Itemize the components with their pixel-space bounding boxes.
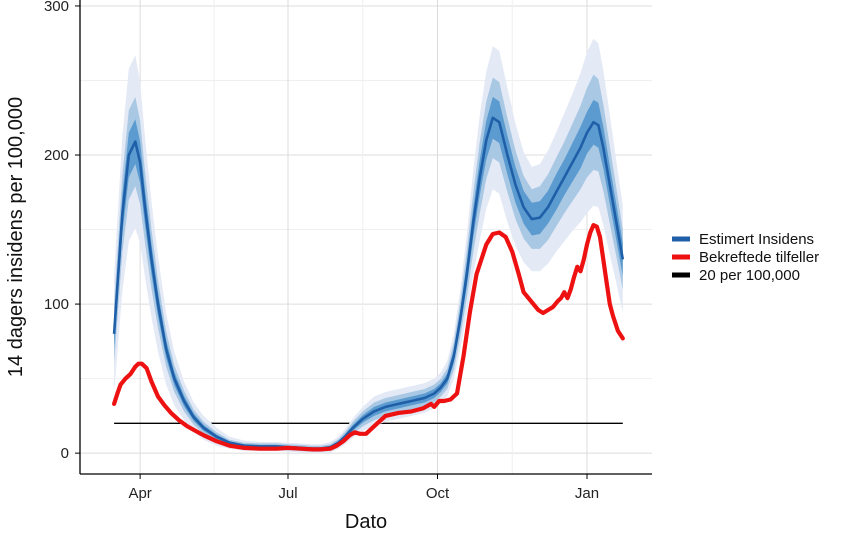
y-axis-title: 14 dagers insidens per 100,000 — [5, 97, 27, 377]
series-lines — [112, 116, 625, 452]
legend-label-bekreftede: Bekreftede tilfeller — [699, 249, 819, 266]
confirmed-cases-line — [112, 223, 625, 452]
uncertainty-bands — [114, 38, 623, 454]
legend: Estimert Insidens Bekreftede tilfeller 2… — [672, 231, 819, 284]
legend-label-threshold: 20 per 100,000 — [699, 267, 800, 284]
x-tick-label-1: Jul — [278, 485, 297, 502]
x-tick-label-2: Oct — [426, 485, 450, 502]
estimate-line — [112, 116, 625, 450]
y-tick-label-2: 200 — [44, 147, 69, 164]
tick-labels: 0 100 200 300 Apr Jul Oct Jan — [44, 0, 599, 502]
x-tick-label-3: Jan — [575, 485, 599, 502]
x-tick-label-0: Apr — [128, 485, 151, 502]
y-tick-label-0: 0 — [61, 445, 69, 462]
x-axis-title: Dato — [345, 511, 387, 533]
legend-label-estimert: Estimert Insidens — [699, 231, 814, 248]
y-tick-label-3: 300 — [44, 0, 69, 15]
y-tick-label-1: 100 — [44, 296, 69, 313]
axes — [79, 0, 652, 475]
